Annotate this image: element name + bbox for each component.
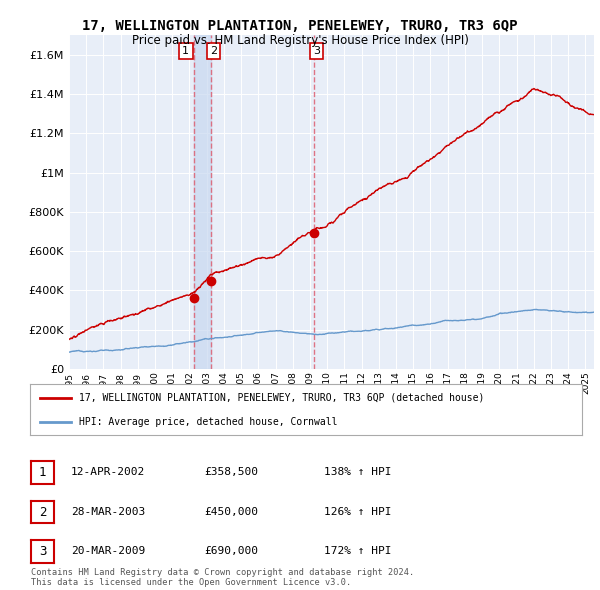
Text: 28-MAR-2003: 28-MAR-2003 — [71, 507, 145, 516]
Text: 1: 1 — [39, 466, 46, 479]
Text: 1: 1 — [182, 46, 189, 56]
Text: 12-APR-2002: 12-APR-2002 — [71, 467, 145, 477]
Text: 2: 2 — [39, 506, 46, 519]
Text: 20-MAR-2009: 20-MAR-2009 — [71, 546, 145, 556]
Text: 138% ↑ HPI: 138% ↑ HPI — [324, 467, 392, 477]
Text: 17, WELLINGTON PLANTATION, PENELEWEY, TRURO, TR3 6QP (detached house): 17, WELLINGTON PLANTATION, PENELEWEY, TR… — [79, 392, 484, 402]
Text: 126% ↑ HPI: 126% ↑ HPI — [324, 507, 392, 516]
Text: 3: 3 — [313, 46, 320, 56]
Text: HPI: Average price, detached house, Cornwall: HPI: Average price, detached house, Corn… — [79, 418, 337, 427]
Text: 3: 3 — [39, 545, 46, 558]
Bar — [194, 35, 211, 369]
Text: Price paid vs. HM Land Registry's House Price Index (HPI): Price paid vs. HM Land Registry's House … — [131, 34, 469, 47]
Text: 17, WELLINGTON PLANTATION, PENELEWEY, TRURO, TR3 6QP: 17, WELLINGTON PLANTATION, PENELEWEY, TR… — [82, 19, 518, 33]
Text: 2: 2 — [210, 46, 217, 56]
Text: £690,000: £690,000 — [204, 546, 258, 556]
Text: 172% ↑ HPI: 172% ↑ HPI — [324, 546, 392, 556]
Text: £358,500: £358,500 — [204, 467, 258, 477]
Text: Contains HM Land Registry data © Crown copyright and database right 2024.
This d: Contains HM Land Registry data © Crown c… — [31, 568, 415, 587]
Text: £450,000: £450,000 — [204, 507, 258, 516]
